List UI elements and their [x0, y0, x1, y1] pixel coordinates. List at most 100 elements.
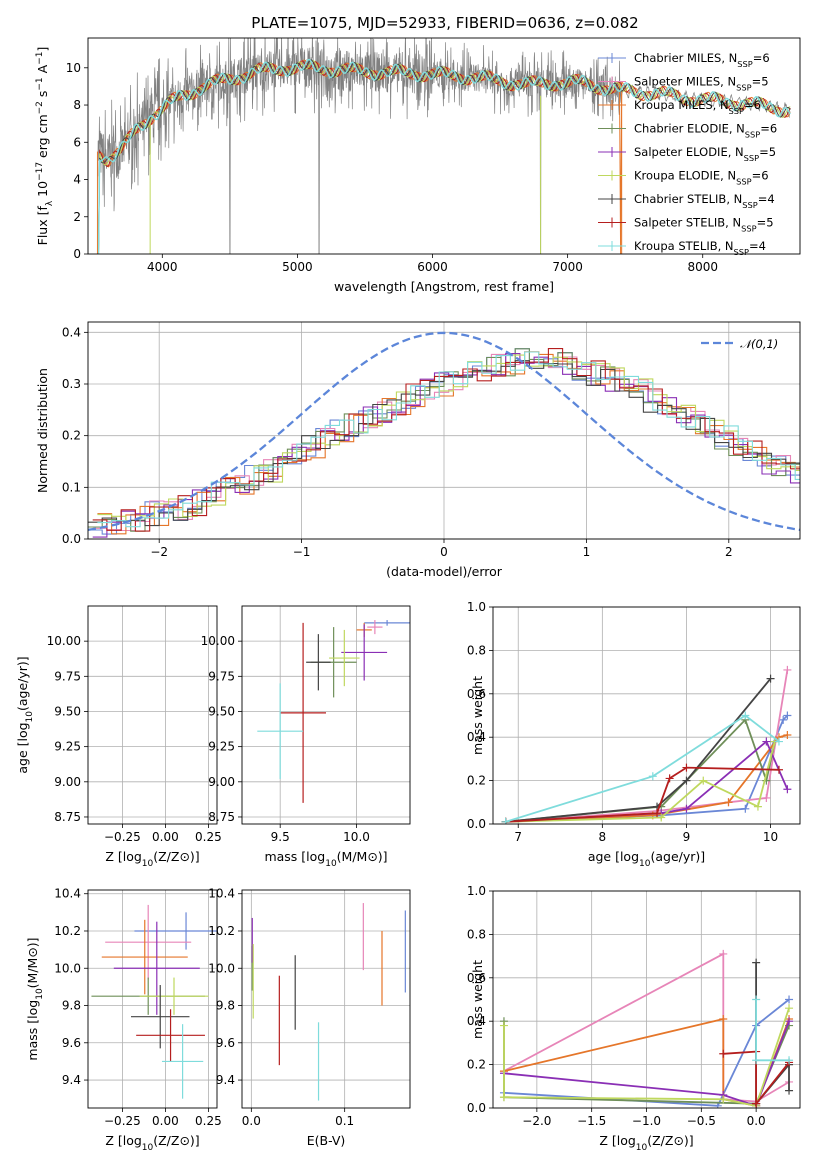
data-point-kroupa_miles — [724, 798, 733, 807]
data-point-kroupa_stelib — [648, 772, 657, 781]
y-tick-label: 0.2 — [467, 1058, 486, 1072]
y-tick-label: 0.1 — [62, 480, 81, 494]
y-tick-label: 9.25 — [208, 740, 235, 754]
x-tick-label: 5000 — [282, 260, 313, 274]
y-tick-label: 9.25 — [54, 740, 81, 754]
grid — [88, 606, 217, 824]
y-tick-label: 8.75 — [54, 810, 81, 824]
data-point-chabrier_elodie — [762, 776, 771, 785]
x-tick-label: −0.5 — [687, 1114, 716, 1128]
data-point-salpeter_elodie — [785, 1017, 794, 1026]
y-tick-label: 0.2 — [62, 429, 81, 443]
chart-title: PLATE=1075, MJD=52933, FIBERID=0636, z=0… — [251, 14, 638, 32]
series-line-kroupa_stelib — [505, 714, 780, 823]
x-axis-label-part: wavelength [Angstrom, rest frame] — [334, 279, 554, 294]
x-tick-label: 1 — [583, 545, 591, 559]
spectrum-panel: PLATE=1075, MJD=52933, FIBERID=0636, z=0… — [35, 14, 801, 294]
y-tick-label: 0.8 — [467, 927, 486, 941]
x-axis-label-part: mass [log — [264, 849, 325, 864]
data-point-salpeter_stelib — [653, 809, 662, 818]
legend-label-part: Chabrier MILES, N — [634, 51, 737, 65]
y-tick-label: 2 — [73, 210, 81, 224]
y-tick-label: 10.4 — [208, 887, 235, 901]
y-tick-label: 10.00 — [201, 634, 235, 648]
legend-label-part: Kroupa MILES, N — [634, 98, 729, 112]
age-vs-metallicity-panel: −0.25 0.00 0.25 8.75 9.00 9.25 9.50 9.75 10.00 Z … — [15, 605, 222, 869]
y-axis-label-part: (age/yr)] — [15, 656, 30, 711]
data-point-chabrier_stelib — [682, 776, 691, 785]
data-point-salpeter_elodie — [762, 737, 771, 746]
data-point-salpeter_miles — [762, 793, 771, 802]
x-axis-label-part: (Z/Z⊙)] — [153, 1133, 199, 1148]
y-tick-label: 9.00 — [54, 775, 81, 789]
legend-label: Salpeter ELODIE, NSSP=5 — [634, 145, 776, 163]
series-line-chabrier_elodie — [505, 718, 776, 823]
y-axis-label-part: (M/M⊙)] — [25, 937, 40, 988]
y-tick-label: 0.3 — [62, 377, 81, 391]
legend-label: Kroupa STELIB, NSSP=4 — [634, 239, 766, 257]
x-axis-label-part: E(B-V) — [307, 1133, 346, 1148]
data-point-kroupa_miles — [783, 731, 792, 740]
y-tick-label: 9.4 — [62, 1073, 81, 1087]
legend-label: Chabrier STELIB, NSSP=4 — [634, 192, 775, 210]
data-point-kroupa_stelib — [774, 737, 783, 746]
data-point-kroupa_elodie — [499, 1021, 508, 1030]
x-tick-label: −0.25 — [104, 830, 141, 844]
x-tick-label: 0.25 — [195, 1114, 222, 1128]
legend-label-part: =5 — [759, 145, 776, 159]
data-point-salpeter_elodie — [783, 785, 792, 794]
x-tick-label: 9 — [683, 830, 691, 844]
y-tick-label: 0.4 — [62, 325, 81, 339]
legend-label: Chabrier MILES, NSSP=6 — [634, 51, 770, 69]
legend-label-part: SSP — [737, 59, 752, 69]
x-tick-label: −2.0 — [522, 1114, 551, 1128]
x-axis-label: E(B-V) — [307, 1133, 346, 1148]
x-axis-label-part: (Z/Z⊙)] — [647, 1133, 693, 1148]
x-tick-label: 0.00 — [152, 1114, 179, 1128]
x-tick-label: −1 — [293, 545, 311, 559]
y-tick-label: 10.00 — [47, 634, 81, 648]
axes-frame — [492, 890, 801, 1109]
y-axis-label-part: age [log — [15, 722, 30, 773]
legend-label-part: =6 — [744, 98, 761, 112]
data-point-kroupa_stelib — [752, 995, 761, 1004]
axes-frame — [492, 606, 801, 825]
x-tick-label: 8000 — [687, 260, 718, 274]
x-tick-label: −1.0 — [632, 1114, 661, 1128]
histogram-kroupa_miles — [97, 351, 800, 535]
y-axis-label: Flux [fλ 10−17 erg cm−2 s−1 A−1] — [35, 47, 55, 246]
y-tick-label: 9.6 — [62, 1036, 81, 1050]
grid — [88, 890, 217, 1108]
y-tick-label: 10.0 — [54, 961, 81, 975]
y-axis-label-part: −1 — [35, 52, 45, 65]
y-axis-label-part: mass [log — [25, 1000, 40, 1061]
x-tick-label: 9.5 — [271, 830, 290, 844]
y-tick-label: 0.6 — [467, 687, 486, 701]
x-axis-label: mass [log10(M/M⊙)] — [264, 849, 387, 869]
data-point-kroupa_elodie — [719, 1095, 728, 1104]
y-tick-label: 8 — [73, 98, 81, 112]
axes-frame — [241, 605, 411, 825]
mass-vs-extinction-panel: 0.0 0.1 9.4 9.6 9.8 10.0 10.2 10.4 E(B-V) — [208, 887, 411, 1148]
y-axis-label-part: −2 — [35, 101, 45, 114]
histogram-chabrier_stelib — [88, 360, 800, 527]
data-point-chabrier_miles — [783, 711, 792, 720]
normal-distribution-curve — [88, 331, 800, 532]
axes-frame — [87, 321, 801, 540]
x-tick-label: −2 — [150, 545, 168, 559]
legend-label-part: SSP — [736, 83, 751, 93]
data-point-salpeter_miles — [719, 949, 728, 958]
x-tick-label: 0 — [440, 545, 448, 559]
legend-label-part: =4 — [749, 239, 766, 253]
legend-label-part: Kroupa STELIB, N — [634, 239, 734, 253]
y-tick-label: 9.4 — [216, 1073, 235, 1087]
y-tick-label: 0 — [73, 247, 81, 261]
y-tick-label: 9.8 — [62, 999, 81, 1013]
y-axis-label-part: Flux [f — [35, 206, 50, 246]
legend-label: Kroupa MILES, NSSP=6 — [634, 98, 761, 116]
y-tick-label: 1.0 — [467, 600, 486, 614]
legend-label: Kroupa ELODIE, NSSP=6 — [634, 169, 769, 187]
legend-label-part: SSP — [745, 130, 760, 140]
data-point-chabrier_miles — [779, 715, 788, 724]
